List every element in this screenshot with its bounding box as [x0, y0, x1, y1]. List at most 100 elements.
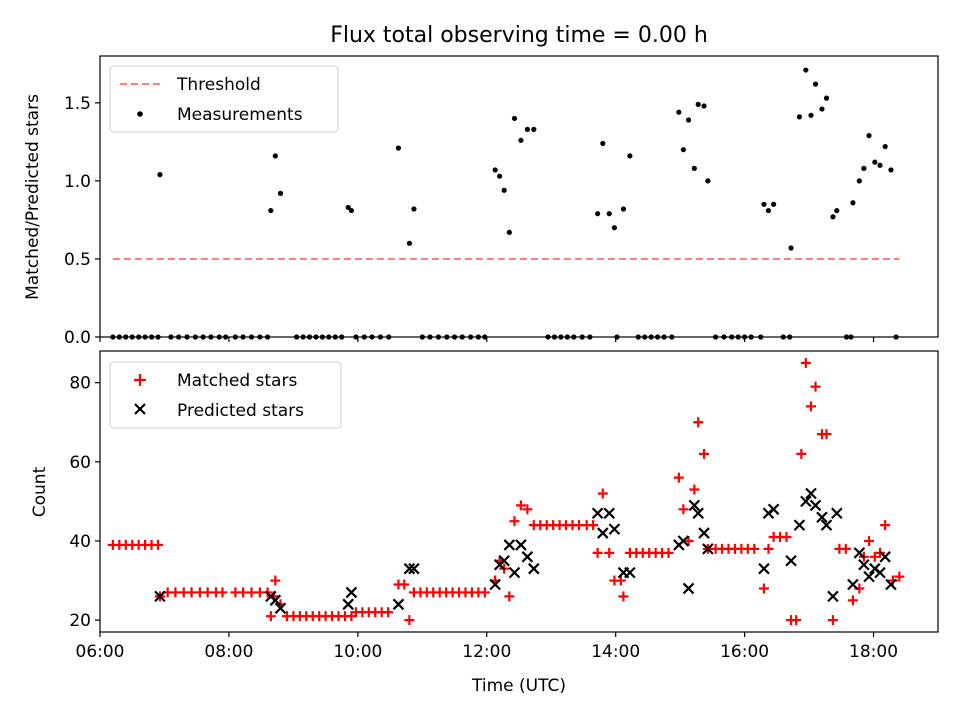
predicted-star-point — [816, 511, 828, 524]
matched-star-point — [515, 500, 526, 511]
measurement-point — [600, 140, 606, 147]
measurement-point — [834, 207, 840, 214]
bottom-y-tick-label: 80 — [69, 374, 91, 394]
measurement-point — [812, 81, 819, 87]
legend-matched-swatch — [134, 374, 146, 386]
measurement-point — [695, 101, 701, 107]
predicted-star-point — [847, 578, 859, 591]
matched-star-point — [693, 417, 704, 428]
measurement-point — [620, 206, 627, 212]
predicted-star-point — [702, 543, 714, 555]
measurement-point — [850, 200, 856, 206]
measurement-point — [761, 201, 767, 207]
matched-star-point — [522, 504, 533, 515]
bottom-legend: Matched stars Predicted stars — [109, 361, 342, 429]
predicted-star-point — [885, 578, 897, 591]
top-y-tick-label: 1.5 — [64, 94, 91, 114]
matched-star-point — [763, 543, 774, 554]
matched-star-point — [810, 381, 821, 392]
matched-star-point — [399, 579, 410, 590]
measurement-point — [788, 245, 794, 251]
bottom-x-tick-label: 06:00 — [76, 642, 125, 662]
measurement-point — [595, 211, 601, 217]
measurement-point — [872, 159, 878, 165]
predicted-star-point — [274, 602, 287, 615]
predicted-star-point — [820, 519, 833, 531]
predicted-star-point — [677, 535, 690, 547]
bottom-y-axis: 20 40 60 80 — [69, 374, 100, 631]
measurement-point — [771, 201, 777, 207]
top-panel: 0.0 0.5 1.0 1.5 Matched/Predicted stars Thr… — [23, 55, 939, 348]
matched-star-point — [504, 591, 515, 602]
matched-star-point — [597, 488, 608, 499]
predicted-star-point — [408, 562, 420, 575]
top-legend: Threshold Measurements — [109, 65, 339, 133]
measurement-point — [765, 207, 772, 214]
predicted-star-point — [767, 503, 780, 516]
measurement-point — [819, 106, 825, 112]
matched-star-point — [847, 595, 858, 606]
predicted-star-point — [805, 487, 817, 500]
predicted-star-point — [521, 551, 534, 563]
measurement-point — [348, 207, 354, 214]
measurement-point — [606, 211, 612, 217]
predicted-star-point — [698, 527, 710, 539]
matched-star-point — [869, 551, 880, 562]
matched-star-point — [840, 543, 851, 554]
matched-star-point — [265, 611, 276, 622]
legend-predicted-swatch — [134, 403, 146, 415]
matched-star-point — [479, 587, 490, 598]
bottom-x-tick-label: 14:00 — [591, 642, 640, 662]
top-legend-frame — [109, 65, 339, 133]
matched-star-point — [699, 448, 710, 459]
bottom-x-tick-label: 16:00 — [720, 642, 769, 662]
legend-predicted-label: Predicted stars — [177, 401, 304, 421]
matched-star-point — [678, 504, 689, 515]
measurement-point — [866, 133, 872, 139]
predicted-star-point — [508, 566, 521, 579]
measurement-point — [395, 145, 402, 151]
measurement-point — [277, 190, 284, 196]
matched-star-point — [880, 520, 891, 531]
measurement-point — [888, 167, 894, 173]
matched-star-point — [383, 607, 394, 618]
predicted-star-point — [800, 495, 812, 508]
measurement-point — [882, 143, 888, 150]
predicted-star-point — [345, 586, 358, 599]
predicted-star-point — [874, 566, 886, 579]
predicted-star-point — [342, 598, 354, 611]
measurement-point — [345, 204, 351, 211]
bottom-legend-frame — [109, 361, 342, 429]
bottom-y-tick-label: 60 — [69, 453, 91, 473]
legend-matched-label: Matched stars — [177, 371, 297, 391]
predicted-star-point — [154, 590, 166, 603]
legend-measurements-label: Measurements — [177, 105, 303, 125]
predicted-star-point — [785, 554, 797, 567]
measurement-point — [701, 103, 707, 109]
predicted-star-point — [528, 562, 540, 575]
legend-measurements-swatch — [137, 111, 143, 117]
matched-star-point — [246, 587, 257, 598]
matched-star-point — [663, 547, 674, 558]
top-y-axis: 0.0 0.5 1.0 1.5 — [64, 94, 100, 348]
predicted-star-point — [591, 507, 604, 520]
matched-star-point — [689, 484, 700, 495]
matched-star-point — [827, 615, 838, 626]
predicted-star-point — [853, 547, 866, 559]
matched-star-point — [821, 429, 832, 440]
measurement-point — [518, 137, 524, 143]
matched-star-point — [202, 587, 213, 598]
top-y-tick-label: 0.5 — [64, 250, 91, 270]
predicted-star-point — [392, 598, 405, 611]
matched-star-point — [673, 472, 684, 483]
measurement-point — [685, 117, 692, 123]
measurement-point — [861, 165, 867, 171]
matched-star-point — [153, 539, 164, 550]
predicted-star-point — [682, 582, 695, 595]
top-plot-area — [110, 67, 900, 340]
measurement-point — [611, 225, 618, 231]
measurement-point — [268, 207, 274, 214]
measurement-point — [803, 67, 809, 73]
predicted-star-point — [793, 519, 806, 531]
